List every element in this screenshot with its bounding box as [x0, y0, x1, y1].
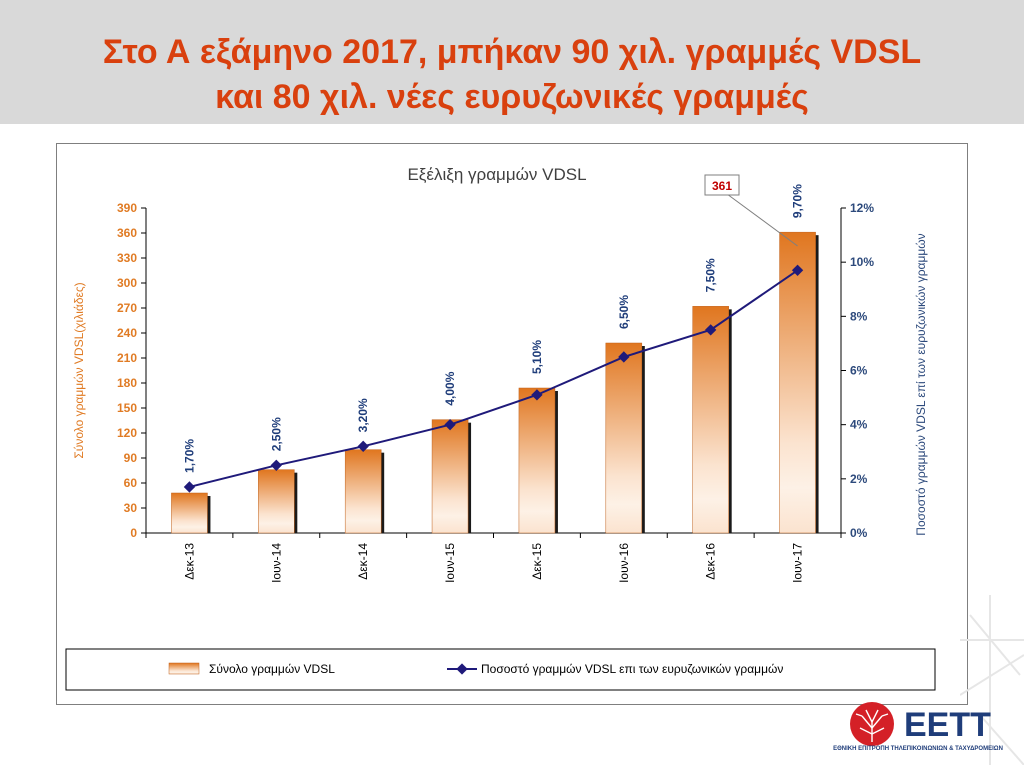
percentage-data-label: 9,70% [791, 184, 805, 218]
x-axis-tick-label: Δεκ-13 [182, 543, 196, 580]
left-axis-tick-label: 240 [117, 326, 137, 340]
right-axis-tick-label: 2% [850, 472, 868, 486]
right-axis-tick-label: 8% [850, 309, 868, 323]
x-axis-tick-label: Δεκ-15 [530, 543, 544, 580]
left-axis-tick-label: 180 [117, 376, 137, 390]
percentage-data-label: 6,50% [617, 295, 631, 329]
title-banner [0, 0, 1024, 124]
x-axis-tick-label: Ιουν-14 [269, 543, 283, 583]
percentage-point [444, 419, 456, 431]
percentage-data-label: 5,10% [530, 340, 544, 374]
right-axis-title: Ποσοστό γραμμών VDSL επί των ευρυζωνικών… [914, 233, 928, 535]
right-axis-tick-label: 6% [850, 364, 868, 378]
bar [518, 387, 556, 534]
eett-logo-wordmark: ΕΕΤΤ [904, 706, 991, 744]
right-axis-tick-label: 0% [850, 526, 868, 540]
slide-title-line-1: Στο Α εξάμηνο 2017, μπήκαν 90 χιλ. γραμμ… [102, 33, 922, 71]
left-axis-tick-label: 120 [117, 426, 137, 440]
legend-bar-swatch [168, 662, 200, 675]
left-axis-tick-label: 300 [117, 276, 137, 290]
right-axis-tick-label: 4% [850, 418, 868, 432]
left-axis-tick-label: 360 [117, 226, 137, 240]
x-axis-tick-label: Ιουν-16 [617, 543, 631, 583]
left-axis-tick-label: 150 [117, 401, 137, 415]
legend-line-marker [456, 663, 468, 675]
callout-value: 361 [712, 179, 732, 193]
left-axis-tick-label: 210 [117, 351, 137, 365]
eett-logo-tagline: ΕΘΝΙΚΗ ΕΠΙΤΡΟΠΗ ΤΗΛΕΠΙΚΟΙΝΩΝΙΩΝ & ΤΑΧΥΔΡ… [833, 746, 1003, 752]
chart-title: Εξέλιξη γραμμών VDSL [407, 165, 586, 184]
x-axis-tick-label: Δεκ-16 [704, 543, 718, 580]
legend-bar-label: Σύνολο γραμμών VDSL [209, 662, 335, 676]
percentage-point [183, 481, 196, 493]
percentage-line [189, 269, 799, 488]
legend-box [65, 648, 936, 691]
chart-frame: Εξέλιξη γραμμών VDSL 0 30 60 90 120 150 180 210 2… [56, 143, 968, 705]
left-axis-tick-label: 90 [124, 451, 138, 465]
callout-leader-line [726, 193, 798, 247]
vdsl-chart: Εξέλιξη γραμμών VDSL 0 30 60 90 120 150 180 210 2… [65, 165, 936, 691]
percentage-point [618, 351, 630, 363]
percentage-point [270, 459, 282, 471]
percentage-data-label: 4,00% [443, 371, 457, 405]
bar [171, 492, 208, 534]
x-axis-tick-label: Ιουν-17 [791, 543, 805, 583]
x-axis-tick-label: Ιουν-15 [443, 543, 457, 583]
left-axis-tick-label: 330 [117, 251, 137, 265]
percentage-data-label: 3,20% [356, 398, 370, 432]
right-axis-tick-label: 12% [850, 201, 874, 215]
percentage-data-label: 2,50% [269, 417, 283, 451]
x-axis-tick-label: Δεκ-14 [356, 543, 370, 580]
percentage-point [357, 440, 369, 452]
percentage-data-label: 1,70% [182, 439, 196, 473]
decorative-watermark [960, 595, 1024, 765]
percentage-data-label: 7,50% [704, 258, 718, 292]
legend-line-label: Ποσοστό γραμμών VDSL επι των ευρυζωνικών… [481, 662, 783, 676]
bar [605, 342, 643, 534]
percentage-point [705, 324, 717, 336]
bar [258, 469, 295, 534]
bar [431, 419, 469, 534]
left-axis-tick-label: 60 [124, 476, 138, 490]
percentage-point [531, 389, 543, 401]
slide-title: Στο Α εξάμηνο 2017, μπήκαν 90 χιλ. γραμμ… [0, 30, 1024, 120]
bar [779, 231, 816, 534]
bar [344, 449, 382, 534]
eett-logo: ΕΕΤΤ [850, 702, 991, 746]
bar [692, 306, 729, 534]
right-axis-tick-label: 10% [850, 255, 874, 269]
callout-box [704, 174, 740, 196]
left-axis-tick-label: 0 [130, 526, 137, 540]
left-axis-tick-label: 30 [124, 501, 138, 515]
left-axis-title: Σύνολο γραμμών VDSL(χιλιάδες) [72, 282, 86, 458]
left-axis-tick-label: 270 [117, 301, 137, 315]
slide-title-line-2: και 80 χιλ. νέες ευρυζωνικές γραμμές [215, 78, 809, 116]
left-axis-tick-label: 390 [117, 201, 137, 215]
